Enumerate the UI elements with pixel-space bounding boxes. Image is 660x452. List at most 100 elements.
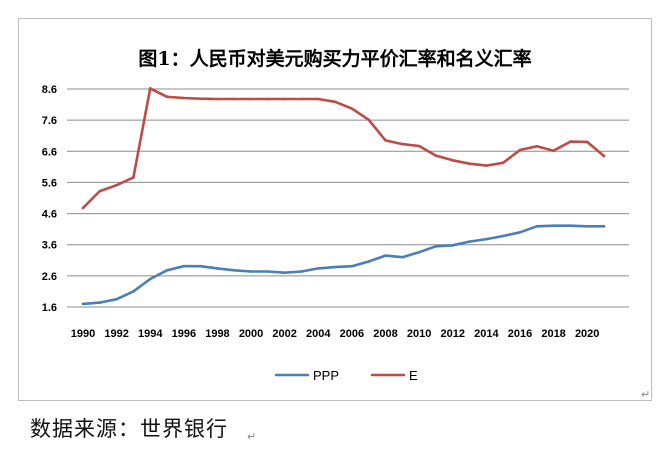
data-point-e bbox=[602, 154, 606, 158]
data-point-ppp bbox=[485, 237, 488, 241]
source-caption: 数据来源：世界银行 bbox=[30, 417, 228, 441]
data-point-ppp bbox=[132, 290, 135, 293]
x-tick-label: 2012 bbox=[440, 328, 464, 340]
data-point-e bbox=[232, 97, 236, 101]
data-point-e bbox=[98, 189, 102, 193]
data-point-ppp bbox=[350, 264, 354, 268]
data-point-e bbox=[300, 97, 303, 101]
data-point-e bbox=[316, 97, 320, 101]
y-axis-ticks: 1.6 2.6 3.6 4.6 5.6 6.6 7.6 8.6 bbox=[42, 84, 57, 314]
series-line-ppp bbox=[81, 224, 606, 306]
data-point-ppp bbox=[199, 264, 202, 268]
y-tick-label: 3.6 bbox=[42, 240, 57, 252]
data-point-e bbox=[249, 97, 253, 101]
y-tick-label: 8.6 bbox=[42, 84, 57, 96]
x-tick-label: 1994 bbox=[138, 328, 163, 340]
data-point-ppp bbox=[451, 244, 455, 247]
data-point-e bbox=[81, 206, 85, 210]
data-point-e bbox=[182, 96, 186, 100]
data-point-e bbox=[401, 142, 404, 146]
x-tick-label: 2010 bbox=[407, 328, 431, 340]
y-tick-label: 7.6 bbox=[42, 115, 57, 127]
legend-label-ppp: PPP bbox=[313, 368, 339, 383]
x-tick-label: 2020 bbox=[575, 328, 599, 340]
data-point-e bbox=[384, 139, 387, 142]
x-tick-label: 2018 bbox=[541, 328, 565, 340]
y-tick-label: 4.6 bbox=[42, 209, 57, 221]
data-point-ppp bbox=[552, 224, 555, 228]
data-point-e bbox=[552, 149, 555, 152]
data-point-ppp bbox=[232, 268, 236, 272]
data-point-ppp bbox=[266, 270, 270, 273]
x-tick-label: 2004 bbox=[306, 328, 331, 340]
data-point-e bbox=[333, 100, 337, 104]
data-point-e bbox=[585, 140, 589, 144]
data-point-ppp bbox=[384, 254, 387, 257]
data-point-ppp bbox=[367, 260, 371, 263]
x-tick-label: 2002 bbox=[272, 328, 296, 340]
data-point-ppp bbox=[81, 302, 85, 306]
x-tick-label: 1992 bbox=[104, 328, 128, 340]
y-tick-label: 1.6 bbox=[42, 302, 57, 314]
data-point-ppp bbox=[468, 240, 471, 243]
data-point-e bbox=[434, 154, 438, 157]
data-point-e bbox=[569, 140, 572, 143]
data-point-ppp bbox=[333, 265, 337, 269]
data-point-ppp bbox=[417, 250, 421, 254]
data-point-ppp bbox=[165, 268, 169, 272]
data-point-e bbox=[518, 148, 522, 152]
data-point-e bbox=[115, 183, 118, 187]
data-point-e bbox=[451, 159, 455, 162]
series-layer bbox=[81, 87, 606, 306]
data-point-e bbox=[535, 145, 539, 148]
data-point-e bbox=[283, 97, 286, 101]
data-point-ppp bbox=[316, 267, 320, 270]
data-point-ppp bbox=[182, 264, 186, 268]
data-point-e bbox=[417, 144, 421, 148]
data-point-ppp bbox=[602, 225, 606, 228]
data-point-ppp bbox=[535, 225, 539, 228]
data-point-e bbox=[350, 107, 354, 110]
data-point-ppp bbox=[585, 225, 589, 228]
x-tick-label: 2008 bbox=[373, 328, 397, 340]
data-point-e bbox=[367, 118, 371, 122]
data-point-ppp bbox=[216, 267, 219, 270]
data-point-e bbox=[501, 161, 505, 165]
data-point-e bbox=[468, 162, 471, 166]
data-point-ppp bbox=[434, 244, 438, 248]
series-line-e bbox=[81, 87, 606, 210]
x-tick-label: 2016 bbox=[508, 328, 532, 340]
paragraph-mark: ↵ bbox=[247, 430, 257, 443]
x-tick-label: 2006 bbox=[340, 328, 364, 340]
data-point-e bbox=[132, 176, 135, 179]
data-point-ppp bbox=[501, 234, 505, 238]
x-tick-label: 1990 bbox=[71, 328, 95, 340]
data-point-e bbox=[165, 95, 169, 99]
data-point-e bbox=[148, 87, 152, 90]
paragraph-mark: ↵ bbox=[641, 388, 651, 401]
chart-svg: 图1：人民币对美元购买力平价汇率和名义汇率 1.6 2.6 3.6 4.6 5.6 6.6… bbox=[42, 47, 629, 383]
data-point-e bbox=[199, 97, 202, 100]
data-point-ppp bbox=[98, 301, 102, 304]
grid-lines bbox=[67, 88, 629, 308]
data-point-ppp bbox=[569, 224, 572, 228]
data-point-e bbox=[485, 164, 488, 167]
data-point-ppp bbox=[249, 270, 253, 273]
data-point-ppp bbox=[148, 277, 152, 281]
data-point-ppp bbox=[518, 230, 522, 234]
y-tick-label: 2.6 bbox=[42, 271, 57, 283]
data-point-e bbox=[216, 97, 219, 101]
y-tick-label: 5.6 bbox=[42, 177, 57, 189]
legend: PPP E bbox=[275, 368, 418, 383]
x-tick-label: 1998 bbox=[205, 328, 229, 340]
y-tick-label: 6.6 bbox=[42, 146, 57, 158]
x-tick-label: 1996 bbox=[172, 328, 196, 340]
data-point-e bbox=[266, 97, 270, 101]
chart-frame: 图1：人民币对美元购买力平价汇率和名义汇率 1.6 2.6 3.6 4.6 5.6 6.6… bbox=[18, 18, 652, 401]
data-point-ppp bbox=[401, 255, 404, 259]
chart-title: 图1：人民币对美元购买力平价汇率和名义汇率 bbox=[138, 47, 531, 70]
x-tick-label: 2014 bbox=[474, 328, 499, 340]
x-axis-ticks: 1990 1992 1994 1996 1998 2000 2002 2004 2006 2008… bbox=[71, 328, 600, 340]
data-point-ppp bbox=[300, 270, 303, 273]
x-tick-label: 2000 bbox=[239, 328, 263, 340]
